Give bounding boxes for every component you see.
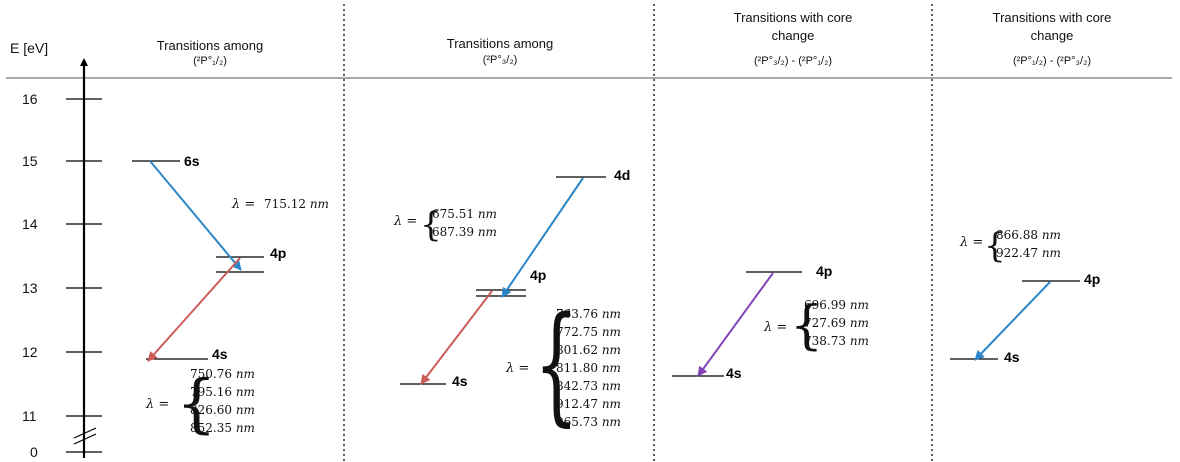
wavelength-value: 675.51 nm [432, 207, 497, 221]
level-label-4s: 4s [1004, 349, 1020, 365]
panel4-levels [950, 280, 1080, 360]
brace-icon: { [534, 290, 579, 439]
transition-6s-4p [149, 160, 242, 271]
axis-ticks [66, 98, 102, 453]
wavelength-value: 842.73 nm [556, 379, 621, 393]
tick-label-13: 13 [22, 280, 38, 296]
brace-icon: { [984, 226, 1006, 266]
wavelength-value: 750.76 nm [190, 367, 255, 381]
tick-label-16: 16 [22, 91, 38, 107]
tick-label-12: 12 [22, 344, 38, 360]
brace-icon: { [420, 205, 442, 245]
wavelength-value: 696.99 nm [804, 298, 869, 312]
wavelength-value: 687.39 nm [432, 225, 497, 239]
level-label-6s: 6s [184, 153, 200, 169]
transition-4d-4p [501, 177, 584, 298]
level-label-4p: 4p [1084, 271, 1100, 287]
transition-4p-4s-p3 [697, 272, 774, 377]
panel1-levels [132, 160, 264, 360]
wavelength-value: 715.12 nm [264, 197, 329, 211]
tick-label-15: 15 [22, 153, 38, 169]
tick-label-14: 14 [22, 216, 38, 232]
tick-label-0: 0 [30, 444, 38, 460]
wavelength-value: 801.62 nm [556, 343, 621, 357]
level-label-4p: 4p [270, 245, 286, 261]
lambda-label: λ = [959, 235, 983, 250]
lambda-label: λ = [505, 361, 529, 376]
level-label-4s: 4s [726, 365, 742, 381]
tick-label-11: 11 [22, 408, 37, 424]
wavelength-value: 795.16 nm [190, 385, 255, 399]
panel1-title-line2: (²P°₁/₂) [193, 55, 227, 67]
level-label-4p: 4p [816, 263, 832, 279]
level-label-4s: 4s [452, 373, 468, 389]
panel3-title-line2: change [772, 28, 815, 43]
wavelength-value: 811.80 nm [556, 361, 621, 375]
wavelength-value: 852.35 nm [190, 421, 255, 435]
transition-4p-4s-p4 [974, 281, 1051, 361]
wavelength-value: 738.73 nm [804, 334, 869, 348]
wavelength-value: 866.88 nm [996, 228, 1061, 242]
panel4-title-line1: Transitions with core [993, 10, 1112, 25]
axis-label: E [eV] [10, 40, 48, 56]
lambda-label: λ = [763, 320, 787, 335]
axis-break-icon [73, 427, 97, 445]
level-label-4p: 4p [530, 267, 546, 283]
transition-4p-4s-p1 [147, 257, 241, 362]
panel1-title-line1: Transitions among [157, 38, 263, 53]
panel4-title-line2: change [1031, 28, 1074, 43]
panel2-title-line1: Transitions among [447, 36, 553, 51]
wavelength-value: 965.73 nm [556, 415, 621, 429]
wavelength-value: 912.47 nm [556, 397, 621, 411]
wavelength-value: 763.76 nm [556, 307, 621, 321]
brace-icon: { [176, 367, 217, 441]
lambda-label: λ = [231, 197, 255, 212]
lambda-label: λ = [145, 397, 169, 412]
level-label-4d: 4d [614, 167, 630, 183]
panel3-title-line3: (²P°₃/₂) - (²P°₁/₂) [754, 55, 832, 67]
panel4-title-line3: (²P°₁/₂) - (²P°₃/₂) [1013, 55, 1091, 67]
level-label-4s: 4s [212, 346, 228, 362]
lambda-label: λ = [393, 214, 417, 229]
wavelength-value: 772.75 nm [556, 325, 621, 339]
wavelength-value: 727.69 nm [804, 316, 869, 330]
brace-icon: { [790, 296, 823, 356]
panel2-title-line2: (²P°₃/₂) [483, 54, 518, 66]
panel3-title-line1: Transitions with core [734, 10, 853, 25]
wavelength-value: 922.47 nm [996, 246, 1061, 260]
wavelength-value: 826.60 nm [190, 403, 255, 417]
transition-4p-4s-p2 [420, 290, 493, 385]
